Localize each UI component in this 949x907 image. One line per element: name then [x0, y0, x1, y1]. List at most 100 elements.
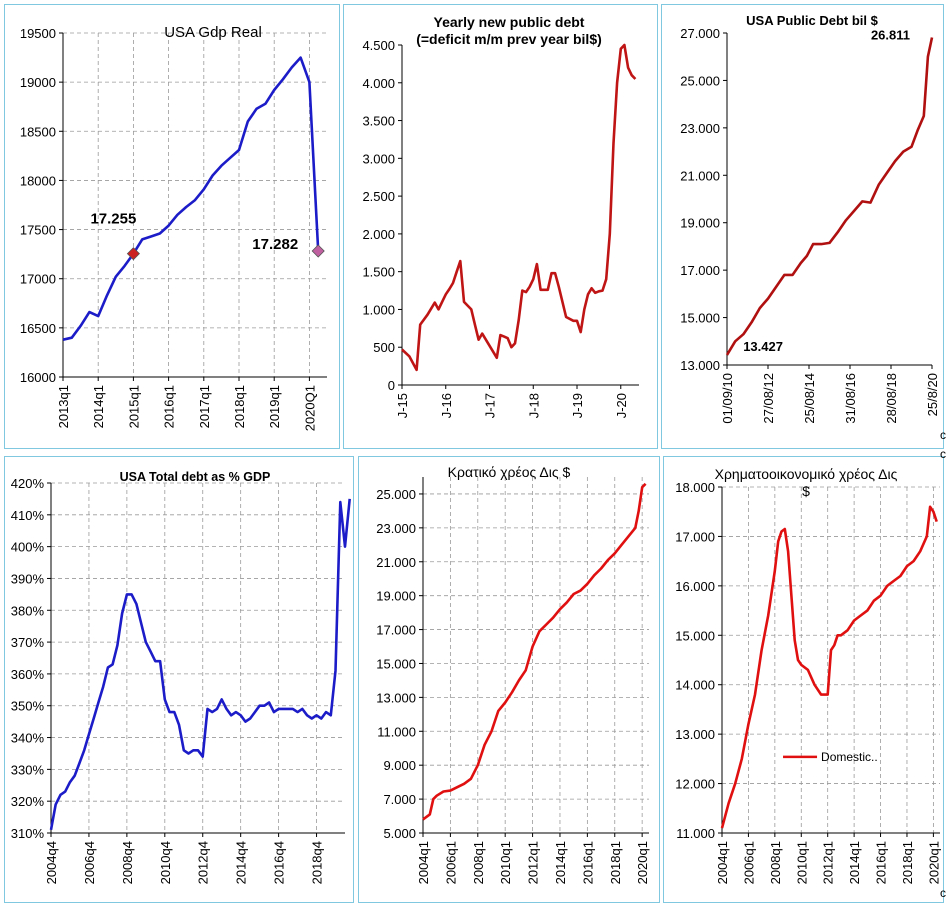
series-line — [422, 482, 647, 821]
x-tick-label: J-17 — [483, 393, 498, 418]
y-tick-label: 18.000 — [675, 480, 715, 495]
x-tick-label: 2014q1 — [847, 841, 862, 884]
chart-title: USA Gdp Real — [164, 24, 262, 41]
x-tick-label: 2015q1 — [126, 385, 141, 428]
x-tick-label: 2016q1 — [874, 841, 889, 884]
y-tick-label: 390% — [11, 571, 45, 586]
panel-findebt: 11.000 12.000 13.000 14.000 15.000 16.000 17.0… — [663, 456, 944, 903]
y-tick-label: 370% — [11, 635, 45, 650]
chart-title: (=deficit m/m prev year bil$) — [416, 31, 602, 47]
y-tick-label: 11.000 — [676, 826, 715, 841]
y-tick-label: 13.000 — [376, 690, 416, 705]
x-tick-label: 25/08/14 — [802, 373, 817, 424]
series-line — [62, 56, 320, 341]
y-tick-label: 360% — [11, 667, 45, 682]
y-tick-label: 380% — [11, 603, 45, 618]
x-tick-label: 2012q4 — [196, 841, 211, 884]
y-tick-label: 17.000 — [675, 529, 715, 544]
y-tick-label: 15.000 — [376, 656, 416, 671]
series-line — [725, 37, 934, 356]
x-tick-label: 2018q4 — [310, 841, 325, 884]
y-tick-label: 3.000 — [362, 151, 395, 166]
y-tick-label: 18500 — [20, 124, 56, 139]
x-tick-label: J-20 — [614, 393, 629, 418]
panel-totaldebt: 310% 320% 330% 340% 350% 360% 370% 380% 390% 400%… — [4, 456, 354, 903]
x-tick-label: 2010q1 — [498, 841, 513, 884]
y-tick-label: 23.000 — [376, 521, 416, 536]
y-tick-label: 19500 — [20, 26, 56, 41]
data-label: 13.427 — [743, 339, 783, 354]
x-tick-label: 31/08/16 — [843, 373, 858, 424]
data-label: 17.255 — [90, 211, 136, 228]
y-tick-label: 3.500 — [362, 114, 395, 129]
x-tick-label: 2014q1 — [91, 385, 106, 428]
x-tick-label: J-16 — [439, 393, 454, 418]
x-tick-label: 2020Q1 — [302, 385, 317, 431]
chart-gdp: 16000 16500 17000 17500 18000 18500 19000 19500… — [20, 24, 327, 431]
y-tick-label: 5.000 — [383, 826, 416, 841]
y-tick-label: 19.000 — [680, 216, 720, 231]
y-tick-label: 17500 — [20, 223, 56, 238]
y-tick-label: 16.000 — [675, 579, 715, 594]
y-tick-label: 23.000 — [680, 121, 720, 136]
data-label: 17.282 — [252, 236, 298, 253]
x-tick-label: 2018q1 — [900, 841, 915, 884]
legend-label: Domestic.. — [821, 750, 878, 764]
x-tick-label: 2020q1 — [926, 841, 941, 884]
y-tick-label: 500 — [373, 340, 395, 355]
x-tick-label: 2014q4 — [234, 841, 249, 884]
y-tick-label: 350% — [11, 699, 45, 714]
y-tick-label: 4.500 — [362, 38, 395, 53]
series-line — [401, 43, 637, 372]
x-tick-label: 2016q1 — [162, 385, 177, 428]
y-tick-label: 17.000 — [376, 623, 416, 638]
y-tick-label: 7.000 — [383, 792, 416, 807]
chart-title: USA Total debt as % GDP — [120, 470, 271, 484]
panel-pubdebt: 13.000 15.000 17.000 19.000 21.000 23.000 25.0… — [661, 4, 944, 449]
y-tick-label: 320% — [11, 794, 45, 809]
chart-title: $ — [802, 483, 810, 499]
x-tick-label: J-19 — [570, 393, 585, 418]
chart-title: Yearly new public debt — [434, 14, 585, 30]
x-tick-label: 25/8/20 — [925, 373, 940, 416]
y-tick-label: 18000 — [20, 173, 56, 188]
y-tick-label: 4.000 — [362, 76, 395, 91]
x-tick-label: 2019q1 — [267, 385, 282, 428]
y-tick-label: 340% — [11, 731, 45, 746]
y-tick-label: 16500 — [20, 321, 56, 336]
x-tick-label: 2018q1 — [608, 841, 623, 884]
stray-mark: c — [940, 447, 946, 461]
x-tick-label: 27/08/12 — [761, 373, 776, 424]
y-tick-label: 15.000 — [675, 628, 715, 643]
y-tick-label: 13.000 — [680, 358, 720, 373]
chart-title: USA Public Debt bil $ — [746, 13, 878, 28]
y-tick-label: 1.500 — [362, 265, 395, 280]
y-tick-label: 17000 — [20, 272, 56, 287]
x-tick-label: 01/09/10 — [720, 373, 735, 424]
y-tick-label: 17.000 — [680, 263, 720, 278]
x-tick-label: J-15 — [395, 393, 410, 418]
y-tick-label: 310% — [11, 826, 45, 841]
y-tick-label: 11.000 — [377, 724, 416, 739]
series-line — [720, 505, 938, 829]
x-tick-label: 2004q1 — [416, 841, 431, 884]
x-tick-label: 2004q1 — [715, 841, 730, 884]
y-tick-label: 15.000 — [680, 311, 720, 326]
y-tick-label: 420% — [11, 476, 45, 491]
x-tick-label: 2008q1 — [768, 841, 783, 884]
chart-govdebt: 5.000 7.000 9.000 11.000 13.000 15.000 17.000 1… — [376, 464, 650, 884]
x-tick-label: 2016q4 — [272, 841, 287, 884]
y-tick-label: 13.000 — [675, 727, 715, 742]
y-tick-label: 410% — [11, 508, 45, 523]
x-tick-label: 2008q1 — [471, 841, 486, 884]
x-tick-label: 28/08/18 — [884, 373, 899, 424]
panel-govdebt: 5.000 7.000 9.000 11.000 13.000 15.000 17.000 1… — [358, 456, 660, 903]
x-tick-label: J-18 — [526, 393, 541, 418]
x-tick-label: 2020q1 — [635, 841, 650, 884]
x-tick-label: 2008q4 — [120, 841, 135, 884]
x-tick-label: 2017q1 — [197, 385, 212, 428]
x-tick-label: 2012q1 — [526, 841, 541, 884]
y-tick-label: 9.000 — [383, 758, 416, 773]
y-tick-label: 21.000 — [680, 168, 720, 183]
y-tick-label: 2.000 — [362, 227, 395, 242]
